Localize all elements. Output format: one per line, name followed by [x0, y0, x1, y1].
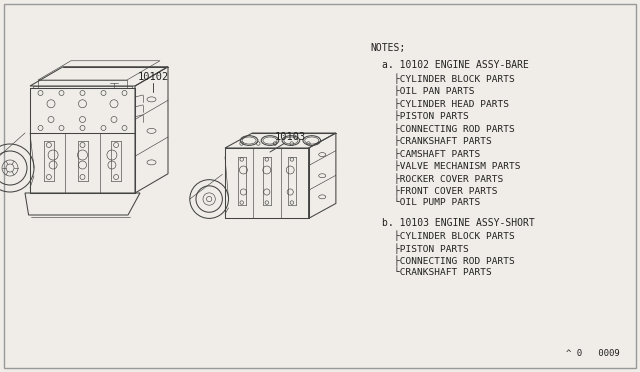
Text: ├FRONT COVER PARTS: ├FRONT COVER PARTS [394, 186, 497, 196]
Text: NOTES;: NOTES; [370, 43, 405, 53]
Text: ├PISTON PARTS: ├PISTON PARTS [394, 110, 468, 121]
Text: a. 10102 ENGINE ASSY-BARE: a. 10102 ENGINE ASSY-BARE [382, 61, 529, 71]
Text: 10102: 10102 [138, 72, 168, 82]
Text: ├OIL PAN PARTS: ├OIL PAN PARTS [394, 86, 474, 96]
Text: ├ROCKER COVER PARTS: ├ROCKER COVER PARTS [394, 173, 503, 184]
Text: ├CAMSHAFT PARTS: ├CAMSHAFT PARTS [394, 148, 480, 159]
Text: ^ 0   0009: ^ 0 0009 [566, 349, 620, 358]
Text: ├CYLINDER HEAD PARTS: ├CYLINDER HEAD PARTS [394, 98, 509, 109]
Text: ├PISTON PARTS: ├PISTON PARTS [394, 243, 468, 254]
Text: └OIL PUMP PARTS: └OIL PUMP PARTS [394, 198, 480, 207]
Text: 10103: 10103 [275, 132, 306, 142]
Text: ├CRANKSHAFT PARTS: ├CRANKSHAFT PARTS [394, 135, 492, 146]
Text: ├CYLINDER BLOCK PARTS: ├CYLINDER BLOCK PARTS [394, 73, 515, 84]
Text: └CRANKSHAFT PARTS: └CRANKSHAFT PARTS [394, 268, 492, 277]
Text: ├VALVE MECHANISM PARTS: ├VALVE MECHANISM PARTS [394, 160, 520, 171]
Text: ├CONNECTING ROD PARTS: ├CONNECTING ROD PARTS [394, 123, 515, 134]
Text: b. 10103 ENGINE ASSY-SHORT: b. 10103 ENGINE ASSY-SHORT [382, 218, 535, 228]
Text: ├CYLINDER BLOCK PARTS: ├CYLINDER BLOCK PARTS [394, 231, 515, 241]
Text: ├CONNECTING ROD PARTS: ├CONNECTING ROD PARTS [394, 256, 515, 266]
